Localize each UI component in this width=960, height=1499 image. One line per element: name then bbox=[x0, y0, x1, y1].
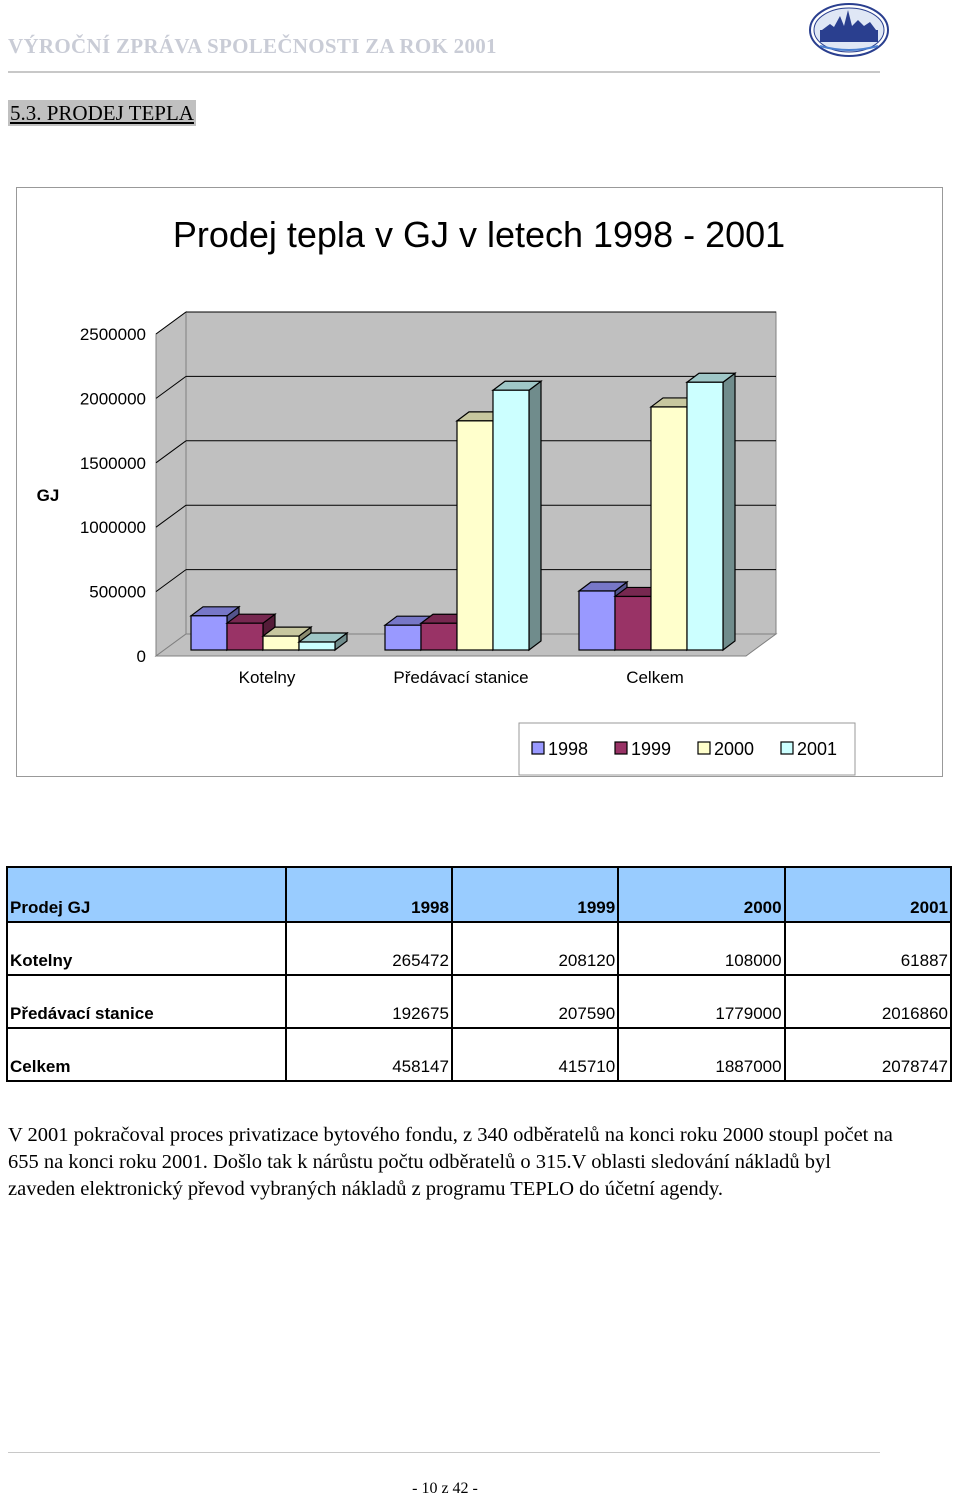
table-header-row: Prodej GJ 1998 1999 2000 2001 bbox=[6, 866, 953, 923]
table-cell: Předávací stanice bbox=[6, 974, 287, 1029]
table-cell: 415710 bbox=[450, 1027, 620, 1082]
y-tick-label: 1500000 bbox=[80, 454, 146, 473]
table-row: Celkem 458147 415710 1887000 2078747 bbox=[6, 1027, 953, 1082]
y-gridline-side bbox=[155, 569, 187, 593]
table-cell: Celkem bbox=[6, 1027, 287, 1082]
x-category-label: Kotelny bbox=[239, 668, 296, 687]
section-heading: 5.3. PRODEJ TEPLA bbox=[8, 100, 196, 126]
x-category-label: Celkem bbox=[626, 668, 684, 687]
x-category-label: Předávací stanice bbox=[393, 668, 528, 687]
bar bbox=[420, 622, 458, 651]
body-paragraph: V 2001 pokračoval proces privatizace byt… bbox=[8, 1124, 893, 1200]
page-number: - 10 z 42 - bbox=[412, 1480, 478, 1497]
table-cell: 458147 bbox=[284, 1027, 453, 1082]
table-row: Kotelny 265472 208120 108000 61887 bbox=[6, 921, 953, 976]
chart-side-wall bbox=[155, 311, 187, 657]
bar-side bbox=[722, 372, 736, 652]
legend-label: 1999 bbox=[631, 739, 671, 759]
chart-title: Prodej tepla v GJ v letech 1998 - 2001 bbox=[173, 214, 785, 255]
y-tick-label: 2500000 bbox=[80, 325, 146, 344]
bar bbox=[492, 389, 530, 651]
table-cell: 108000 bbox=[617, 921, 786, 976]
bar bbox=[614, 595, 652, 651]
chart-canvas: Prodej tepla v GJ v letech 1998 - 2001 0 5… bbox=[16, 187, 943, 777]
table-header-cell: 2001 bbox=[783, 866, 953, 923]
table-cell: 61887 bbox=[783, 921, 953, 976]
bar bbox=[686, 381, 724, 651]
footer-rule bbox=[8, 1452, 880, 1453]
legend-swatch bbox=[531, 741, 545, 755]
bar bbox=[262, 635, 300, 651]
bar bbox=[190, 615, 228, 651]
bar bbox=[384, 624, 422, 651]
legend-label: 2001 bbox=[797, 739, 837, 759]
report-header-title: VÝROČNÍ ZPRÁVA SPOLEČNOSTI ZA ROK 2001 bbox=[8, 34, 497, 58]
table-header-cell: 1998 bbox=[284, 866, 453, 923]
company-logo bbox=[809, 3, 889, 57]
table-cell: Kotelny bbox=[6, 921, 287, 976]
table-cell: 208120 bbox=[450, 921, 620, 976]
header-rule bbox=[8, 71, 880, 73]
legend-label: 1998 bbox=[548, 739, 588, 759]
legend-label: 2000 bbox=[714, 739, 754, 759]
y-gridline-side bbox=[155, 375, 187, 399]
sales-table: Prodej GJ 1998 1999 2000 2001 Kotelny 26… bbox=[6, 866, 953, 1082]
table-row: Předávací stanice 192675 207590 1779000 … bbox=[6, 974, 953, 1029]
heat-sales-chart: Prodej tepla v GJ v letech 1998 - 2001 0 5… bbox=[16, 187, 943, 777]
table-cell: 192675 bbox=[284, 974, 453, 1029]
y-tick-label: 2000000 bbox=[80, 389, 146, 408]
y-tick-label: 0 bbox=[137, 647, 146, 666]
bar bbox=[578, 590, 616, 651]
bar bbox=[298, 641, 336, 651]
y-gridline-side bbox=[155, 440, 187, 464]
table-cell: 2016860 bbox=[783, 974, 953, 1029]
y-gridline-side bbox=[155, 504, 187, 528]
bar bbox=[456, 420, 494, 651]
legend-swatch bbox=[697, 741, 711, 755]
y-gridline-side bbox=[155, 311, 187, 335]
table-header-cell: Prodej GJ bbox=[6, 866, 287, 923]
table-cell: 207590 bbox=[450, 974, 620, 1029]
bar bbox=[226, 622, 264, 651]
y-tick-label: 500000 bbox=[89, 583, 146, 602]
y-tick-label: 1000000 bbox=[80, 518, 146, 537]
bar-side bbox=[528, 380, 542, 652]
bar bbox=[650, 406, 688, 651]
legend-swatch bbox=[780, 741, 794, 755]
y-axis-label: GJ bbox=[37, 486, 60, 505]
table-cell: 1779000 bbox=[617, 974, 786, 1029]
table-cell: 2078747 bbox=[783, 1027, 953, 1082]
table-header-cell: 2000 bbox=[617, 866, 786, 923]
table-cell: 1887000 bbox=[617, 1027, 786, 1082]
table-cell: 265472 bbox=[284, 921, 453, 976]
legend-swatch bbox=[614, 741, 628, 755]
table-header-cell: 1999 bbox=[450, 866, 620, 923]
chart-legend bbox=[518, 722, 856, 776]
